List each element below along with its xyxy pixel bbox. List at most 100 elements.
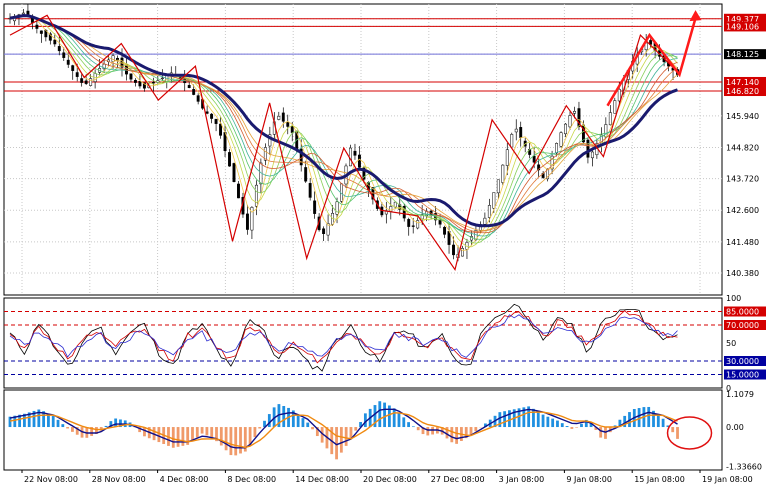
candle-body [48, 33, 52, 41]
candle-body [505, 149, 509, 166]
macd-histogram-bar [551, 418, 555, 428]
macd-histogram-bar [570, 427, 574, 429]
macd-histogram-bar [18, 414, 22, 428]
macd-histogram-bar [392, 408, 396, 428]
macd-histogram-bar [75, 427, 79, 435]
macd-histogram-bar [455, 427, 459, 444]
price-axis-label: 145.940 [726, 112, 759, 121]
macd-histogram-bar [416, 427, 420, 431]
candle-body [313, 200, 317, 214]
macd-histogram-bar [239, 427, 242, 454]
macd-histogram-bar [527, 406, 531, 428]
macd-histogram-bar [373, 405, 377, 428]
macd-histogram-bar [402, 417, 406, 428]
macd-histogram-bar [656, 414, 660, 428]
time-axis: 22 Nov 08:00 28 Nov 08:00 4 Dec 08:00 8 Dec… [4, 469, 753, 484]
candle-body [555, 143, 559, 154]
candle-body [483, 217, 487, 225]
price-tag-bg [724, 21, 766, 32]
macd-histogram-bar [205, 427, 209, 436]
oscillator-axis-label: 70.0000 [726, 321, 759, 330]
oscillator-line [9, 314, 678, 358]
candle-body [461, 248, 464, 257]
macd-histogram-bar [157, 427, 161, 443]
macd-histogram-bar [104, 425, 108, 428]
oscillator-line [9, 310, 678, 364]
price-tag-bg [724, 49, 766, 60]
price-axis-label: 141.480 [726, 238, 759, 247]
candle-body [142, 82, 146, 89]
macd-histogram-bar [556, 420, 559, 428]
candle-body [487, 205, 491, 218]
macd-histogram-bar [248, 427, 252, 446]
time-axis-label: 14 Dec 08:00 [295, 475, 349, 484]
macd-pane[interactable]: 1.1079 0.00 -1.33660 [3, 389, 762, 472]
macd-signal-line [9, 411, 678, 449]
macd-axis-label: 1.1079 [726, 390, 754, 399]
candle-body [326, 223, 330, 236]
macd-histogram-bar [272, 407, 276, 428]
time-axis-label: 9 Jan 08:00 [566, 475, 612, 484]
candle-body [196, 95, 200, 102]
candle-body [102, 63, 106, 70]
oscillator-tag-bg [724, 369, 766, 380]
price-axis-label: 140.380 [726, 269, 759, 278]
candle-body [546, 168, 550, 180]
macd-histogram-bar [291, 410, 295, 428]
candle-body [604, 124, 608, 138]
candle-body [151, 81, 155, 84]
candle-body [192, 89, 196, 95]
candle-body [335, 201, 339, 215]
candle-body [411, 225, 415, 227]
candle-body [80, 78, 84, 83]
macd-histogram-bar [517, 408, 521, 428]
macd-histogram-bar [37, 409, 41, 428]
candle-body [62, 52, 66, 58]
macd-histogram-bar [637, 408, 641, 428]
macd-histogram-bar [306, 422, 310, 428]
candle-body [452, 244, 455, 256]
zigzag-line [9, 14, 678, 272]
candle-body [608, 112, 612, 126]
macd-histogram-bar [411, 426, 415, 428]
candle-body [573, 111, 576, 114]
macd-histogram-bar [315, 427, 319, 437]
macd-histogram-bar [71, 427, 74, 432]
candle-body [39, 30, 43, 34]
candle-body [111, 55, 115, 62]
macd-histogram-bar [229, 427, 233, 456]
macd-histogram-bar [23, 413, 26, 428]
macd-histogram-bar [536, 411, 540, 428]
macd-histogram-bar [224, 427, 228, 451]
macd-histogram-bar [421, 427, 425, 435]
macd-histogram-bar [119, 419, 122, 428]
macd-histogram-bar [186, 427, 190, 445]
oscillator-pane[interactable]: 100 85.0000 70.0000 50 30.0000 15.0000 0 [3, 294, 766, 393]
macd-histogram-bar [191, 427, 194, 442]
macd-histogram-bar [647, 406, 651, 428]
macd-histogram-bar [282, 406, 286, 428]
candle-body [389, 206, 393, 212]
time-axis-label: 27 Dec 08:00 [431, 475, 485, 484]
time-axis-label: 20 Dec 08:00 [363, 475, 417, 484]
annotations [606, 10, 713, 450]
oscillator-tag-bg [724, 356, 766, 366]
macd-histogram-bar [42, 411, 46, 428]
candle-body [590, 151, 594, 159]
oscillator-tag-bg [724, 320, 766, 330]
macd-histogram-bar [546, 416, 550, 428]
ma-ribbon-line [9, 15, 678, 231]
macd-histogram-bar [143, 427, 146, 437]
candle-body [286, 121, 290, 127]
macd-histogram-bar [8, 416, 12, 428]
forecast-arrow-path [606, 17, 697, 107]
macd-line [9, 408, 678, 449]
macd-histogram-bar [560, 423, 564, 428]
macd-axis-label: 0.00 [726, 423, 744, 432]
candle-body [510, 134, 514, 148]
macd-histogram-bar [320, 427, 324, 443]
price-tag-bg [724, 13, 766, 24]
slow-moving-average [9, 14, 679, 228]
candle-body [84, 80, 88, 84]
